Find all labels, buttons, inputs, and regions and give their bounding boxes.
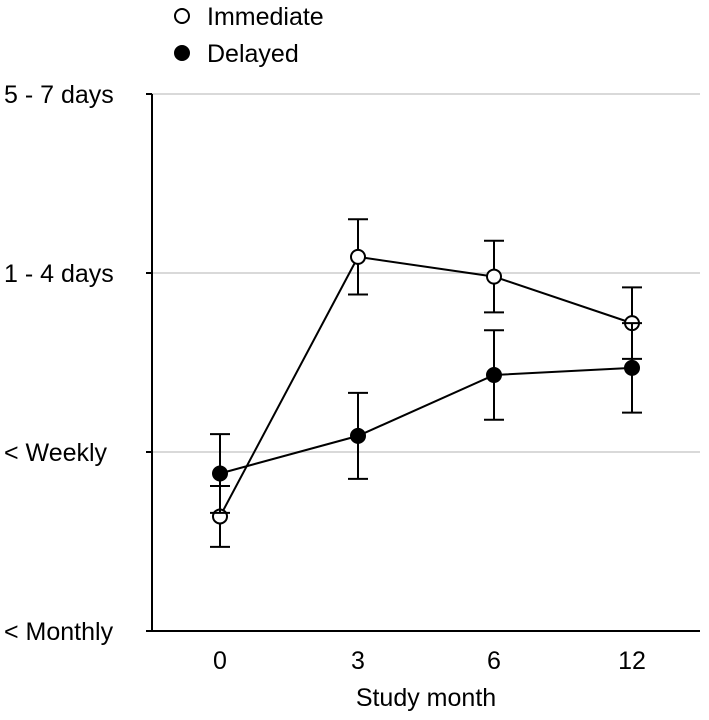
data-point-delayed — [624, 359, 640, 376]
legend-marker-immediate — [174, 8, 190, 24]
series-group — [210, 218, 642, 548]
x-axis-label: Study month — [356, 684, 496, 712]
series-line-immediate — [219, 255, 633, 517]
x-tick-labels: 0 3 6 12 — [213, 647, 646, 675]
series-line-delayed — [219, 366, 633, 475]
x-tick-label: 3 — [351, 647, 365, 675]
data-point-delayed — [486, 367, 502, 384]
grid-lines — [152, 93, 700, 453]
x-tick-label: 0 — [213, 647, 227, 675]
y-tick-label: 5 - 7 days — [4, 81, 114, 109]
x-tick-label: 6 — [487, 647, 501, 675]
data-point-delayed — [212, 465, 228, 482]
legend: Immediate Delayed — [174, 3, 324, 68]
data-point-delayed — [350, 427, 366, 444]
legend-label-delayed: Delayed — [207, 40, 299, 68]
x-tick-label: 12 — [618, 647, 646, 675]
legend-marker-delayed — [174, 45, 190, 61]
series-delayed — [210, 322, 642, 514]
y-tick-label: < Weekly — [4, 439, 108, 467]
y-tick-labels: < Monthly < Weekly 1 - 4 days 5 - 7 days — [4, 81, 152, 646]
y-tick-label: < Monthly — [4, 618, 114, 646]
y-tick-label: 1 - 4 days — [4, 260, 114, 288]
series-immediate — [210, 218, 642, 548]
data-point-immediate — [350, 248, 366, 265]
legend-label-immediate: Immediate — [207, 3, 324, 31]
axes — [151, 94, 700, 632]
data-point-immediate — [486, 268, 502, 285]
